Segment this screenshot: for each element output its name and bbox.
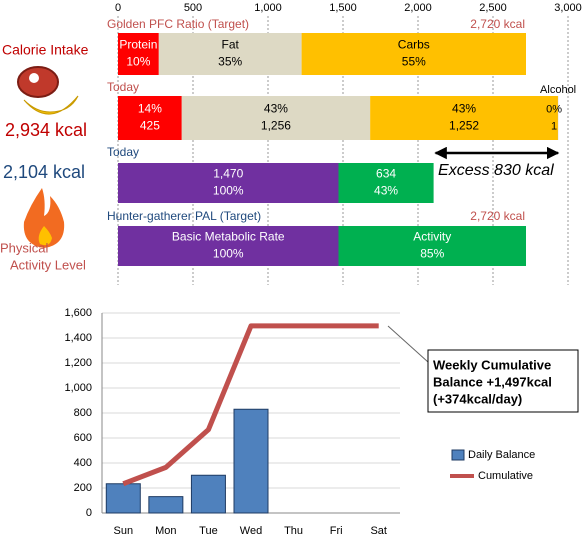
segment-label: 85% — [420, 247, 444, 261]
annotation-text: Balance +1,497kcal — [433, 374, 552, 389]
legend-label: Daily Balance — [468, 449, 535, 461]
x-tick-label: Thu — [284, 525, 303, 537]
segment-label: 43% — [452, 102, 476, 116]
annotation-text: (+374kcal/day) — [433, 391, 522, 406]
segment-label: 0% — [546, 103, 562, 115]
annotation-box — [427, 349, 579, 413]
segment-label: Carbs — [398, 38, 430, 52]
x-tick-label: Sun — [113, 525, 133, 537]
segment-label: 14% — [138, 102, 162, 116]
segment-label: 10% — [126, 55, 150, 69]
excess-label: Excess 830 kcal — [438, 162, 554, 179]
line — [122, 323, 379, 487]
segment-label: 43% — [264, 102, 288, 116]
row-title: Today — [107, 145, 139, 159]
food-icon — [17, 66, 79, 115]
y-tick-label: 600 — [74, 432, 92, 444]
segment-label: 1,470 — [213, 167, 243, 181]
pal-label: Physical — [0, 240, 49, 255]
y-tick-label: 400 — [74, 457, 92, 469]
bar — [233, 408, 269, 514]
bar-segment — [118, 163, 339, 203]
segment-label: Fat — [222, 38, 240, 52]
bar-segment — [338, 226, 526, 266]
segment-label: Protein — [119, 38, 157, 52]
expenditure-total: 2,104 kcal — [3, 162, 85, 182]
segment-label: Basic Metabolic Rate — [172, 230, 285, 244]
bar — [190, 474, 226, 514]
y-tick-label: 800 — [74, 407, 92, 419]
y-tick-label: 0 — [86, 507, 92, 519]
segment-label: 634 — [376, 167, 396, 181]
annotation-text: Weekly Cumulative — [433, 357, 551, 372]
segment-label: 55% — [402, 55, 426, 69]
segment-label: Activity — [413, 230, 451, 244]
bar-segment — [338, 163, 434, 203]
segment-label: 100% — [213, 184, 244, 198]
bar-segment — [301, 33, 526, 75]
x-tick-label: Mon — [155, 525, 176, 537]
x-tick-label: Fri — [330, 525, 343, 537]
calorie-intake-label: Calorie Intake — [2, 42, 89, 58]
bar-segment — [118, 96, 182, 140]
annotation-connector — [387, 325, 429, 363]
y-tick-label: 1,000 — [64, 382, 92, 394]
row-total: 2,720 kcal — [470, 17, 525, 31]
segment-name: Alcohol — [540, 84, 576, 96]
legend-swatch — [451, 449, 465, 461]
pal-label: Activity Level — [10, 257, 86, 272]
x-tick-label: Tue — [199, 525, 218, 537]
segment-label: 1 — [551, 120, 557, 132]
bar-segment — [370, 96, 558, 140]
row-title: Today — [107, 80, 139, 94]
segment-label: 1,256 — [261, 119, 291, 133]
y-tick-label: 200 — [74, 482, 92, 494]
flame-icon — [23, 188, 65, 248]
bar-segment — [118, 33, 159, 75]
x-tick-label: 2,500 — [479, 2, 507, 14]
row-title: Golden PFC Ratio (Target) — [107, 17, 249, 31]
bar — [148, 496, 184, 514]
x-tick-label: Wed — [240, 525, 262, 537]
y-tick-label: 1,600 — [64, 307, 92, 319]
intake-total: 2,934 kcal — [5, 120, 87, 140]
x-tick-label: 0 — [115, 2, 121, 14]
bar-segment — [158, 33, 302, 75]
x-tick-label: Sat — [370, 525, 387, 537]
bar-segment — [118, 226, 339, 266]
x-tick-label: 3,000 — [554, 2, 582, 14]
bar — [105, 483, 141, 514]
segment-label: 1,252 — [449, 119, 479, 133]
y-tick-label: 1,400 — [64, 332, 92, 344]
row-title: Hunter-gatherer PAL (Target) — [107, 209, 261, 223]
x-tick-label: 1,000 — [254, 2, 282, 14]
legend-label: Cumulative — [478, 470, 533, 482]
segment-label: 43% — [374, 184, 398, 198]
segment-label: 425 — [140, 119, 160, 133]
bar-segment — [181, 96, 371, 140]
x-tick-label: 500 — [184, 2, 202, 14]
x-tick-label: 2,000 — [404, 2, 432, 14]
segment-label: 35% — [218, 55, 242, 69]
segment-label: 100% — [213, 247, 244, 261]
row-total: 2,720 kcal — [470, 209, 525, 223]
y-tick-label: 1,200 — [64, 357, 92, 369]
x-tick-label: 1,500 — [329, 2, 357, 14]
